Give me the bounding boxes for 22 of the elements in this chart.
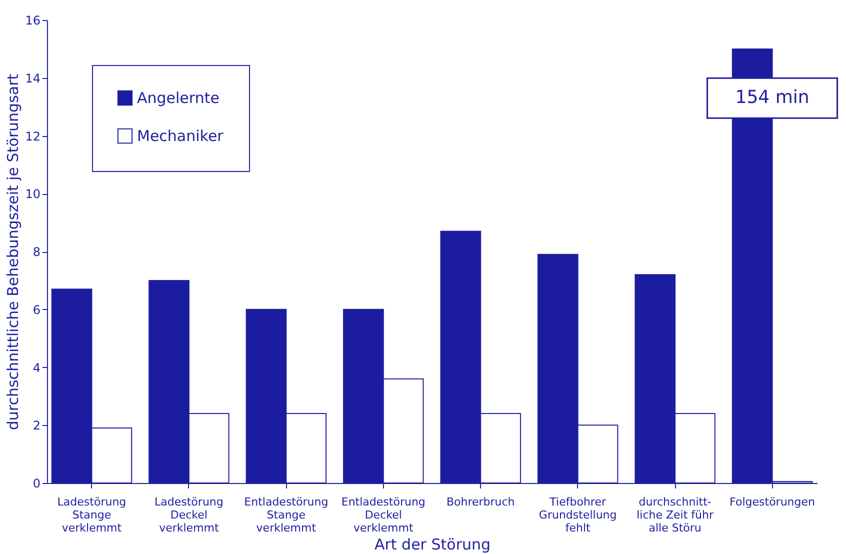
x-tick-label: Entladestörung Deckel verklemmt xyxy=(341,496,426,534)
x-tick-label: Ladestörung Stange verklemmt xyxy=(57,496,126,534)
y-tick-label: 0 xyxy=(32,476,40,490)
x-tick-label: Entladestörung Stange verklemmt xyxy=(244,496,328,534)
x-tick-label: durchschnitt- liche Zeit führ alle Störu xyxy=(636,496,714,534)
y-tick-label: 2 xyxy=(32,418,40,433)
x-tick-label: Folgestörungen xyxy=(730,496,816,508)
x-tick-label: Tiefbohrer Grundstellung fehlt xyxy=(538,496,617,534)
x-tick-label: Bohrerbruch xyxy=(446,496,515,508)
y-axis-title: durchschnittliche Behebungszeit je Störungsart xyxy=(4,74,22,430)
y-tick-label: 8 xyxy=(32,245,40,259)
y-tick-label: 12 xyxy=(25,129,40,144)
x-tick-label: Ladestörung Deckel verklemmt xyxy=(154,496,224,534)
y-tick-label: 4 xyxy=(32,360,40,375)
y-tick-label: 10 xyxy=(25,187,40,202)
annotation: 154 min xyxy=(735,87,810,108)
legend-label: Angelernte xyxy=(137,89,220,107)
y-tick-label: 6 xyxy=(32,302,40,317)
y-tick-label: 16 xyxy=(25,14,40,28)
y-tick-label: 14 xyxy=(25,71,40,86)
legend-label: Mechaniker xyxy=(137,127,224,145)
x-axis-title: Art der Störung xyxy=(374,536,491,554)
